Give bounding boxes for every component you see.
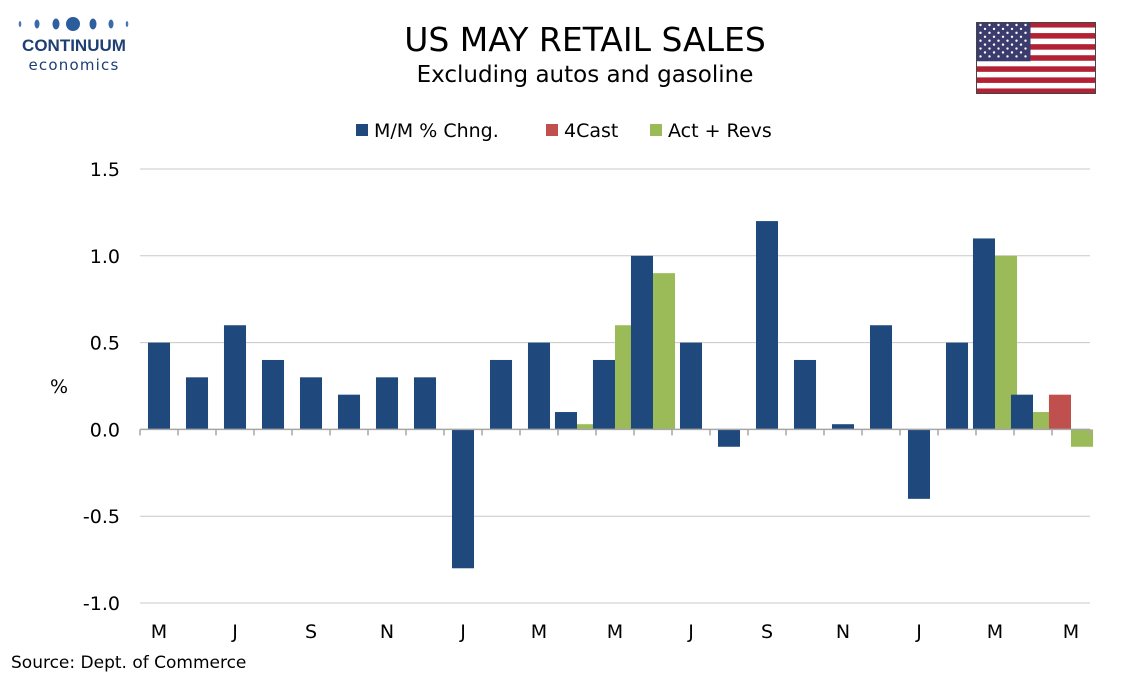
y-tick-label: -0.5 (83, 506, 120, 528)
bar-act-revs (653, 273, 676, 430)
chart-title: US MAY RETAIL SALES (404, 20, 766, 59)
bar-m-m-chng (630, 255, 653, 430)
bar-m-m-chng (375, 377, 399, 430)
continuum-logo: CONTINUUM economics (14, 14, 134, 76)
bar-m-m-chng (299, 377, 323, 430)
legend-swatch (356, 124, 368, 136)
x-tick-label: M (151, 621, 167, 643)
bar-act-revs (995, 255, 1018, 430)
bar-m-m-chng (337, 394, 361, 430)
x-tick-label: M (531, 621, 547, 643)
bar-m-m-chng (185, 377, 209, 430)
grid-lines (140, 168, 1090, 604)
bar-4cast (1048, 394, 1071, 430)
x-tick-label: S (305, 621, 317, 643)
bar-m-m-chng (223, 325, 247, 430)
chart-subtitle: Excluding autos and gasoline (416, 62, 754, 88)
bar-m-m-chng (869, 325, 893, 430)
legend-label: 4Cast (564, 120, 618, 142)
legend-label: Act + Revs (668, 120, 772, 142)
bar-m-m-chng (261, 359, 285, 430)
bar-m-m-chng (907, 429, 931, 499)
bar-m-m-chng (147, 342, 171, 430)
bar-m-m-chng (717, 429, 741, 447)
legend-swatch (650, 124, 662, 136)
bar-m-m-chng (831, 424, 855, 430)
bar-m-m-chng (451, 429, 475, 569)
bar-m-m-chng (755, 221, 779, 430)
bar-m-m-chng (945, 342, 969, 430)
bar-m-m-chng (793, 359, 817, 430)
legend-item: M/M % Chng. (356, 120, 499, 142)
bar-m-m-chng (527, 342, 551, 430)
bar-m-m-chng (554, 412, 577, 430)
axes: -1.0 -0.5 0.0 0.5 1.0 1.5% M J S N J M M J S N J M M (50, 159, 1091, 643)
x-tick-label: J (231, 621, 238, 643)
logo-dots-icon (18, 17, 129, 31)
bar-m-m-chng (972, 238, 995, 430)
bar-m-m-chng (489, 359, 513, 430)
bar-m-m-chng (592, 359, 615, 430)
legend: M/M % Chng. 4Cast Act + Revs (356, 120, 772, 142)
bar-m-m-chng (1010, 394, 1033, 430)
bar-act-revs (577, 424, 600, 430)
x-tick-label: N (380, 621, 394, 643)
bars (147, 221, 1094, 569)
x-tick-label: M (607, 621, 623, 643)
x-tick-label: S (761, 621, 773, 643)
x-tick-label: J (459, 621, 466, 643)
legend-item: 4Cast (546, 120, 618, 142)
bar-m-m-chng (679, 342, 703, 430)
source-note: Source: Dept. of Commerce (11, 653, 247, 673)
bar-act-revs (1071, 429, 1094, 447)
x-tick-label: M (987, 621, 1003, 643)
y-tick-label: 1.0 (90, 246, 120, 268)
us-flag-icon (976, 22, 1096, 94)
x-tick-label: J (687, 621, 694, 643)
x-tick-label: N (836, 621, 850, 643)
legend-item: Act + Revs (650, 120, 772, 142)
y-axis-label: % (50, 376, 68, 398)
x-tick-label: M (1063, 621, 1079, 643)
logo-word-continuum: CONTINUUM (22, 36, 126, 55)
x-tick-label: J (915, 621, 922, 643)
y-tick-label: 0.5 (90, 333, 120, 355)
y-tick-label: -1.0 (83, 593, 120, 615)
legend-label: M/M % Chng. (374, 120, 499, 142)
y-tick-label: 0.0 (90, 419, 120, 441)
legend-swatch (546, 124, 558, 136)
bar-m-m-chng (413, 377, 437, 430)
y-tick-label: 1.5 (90, 159, 120, 181)
logo-word-economics: economics (28, 56, 120, 74)
